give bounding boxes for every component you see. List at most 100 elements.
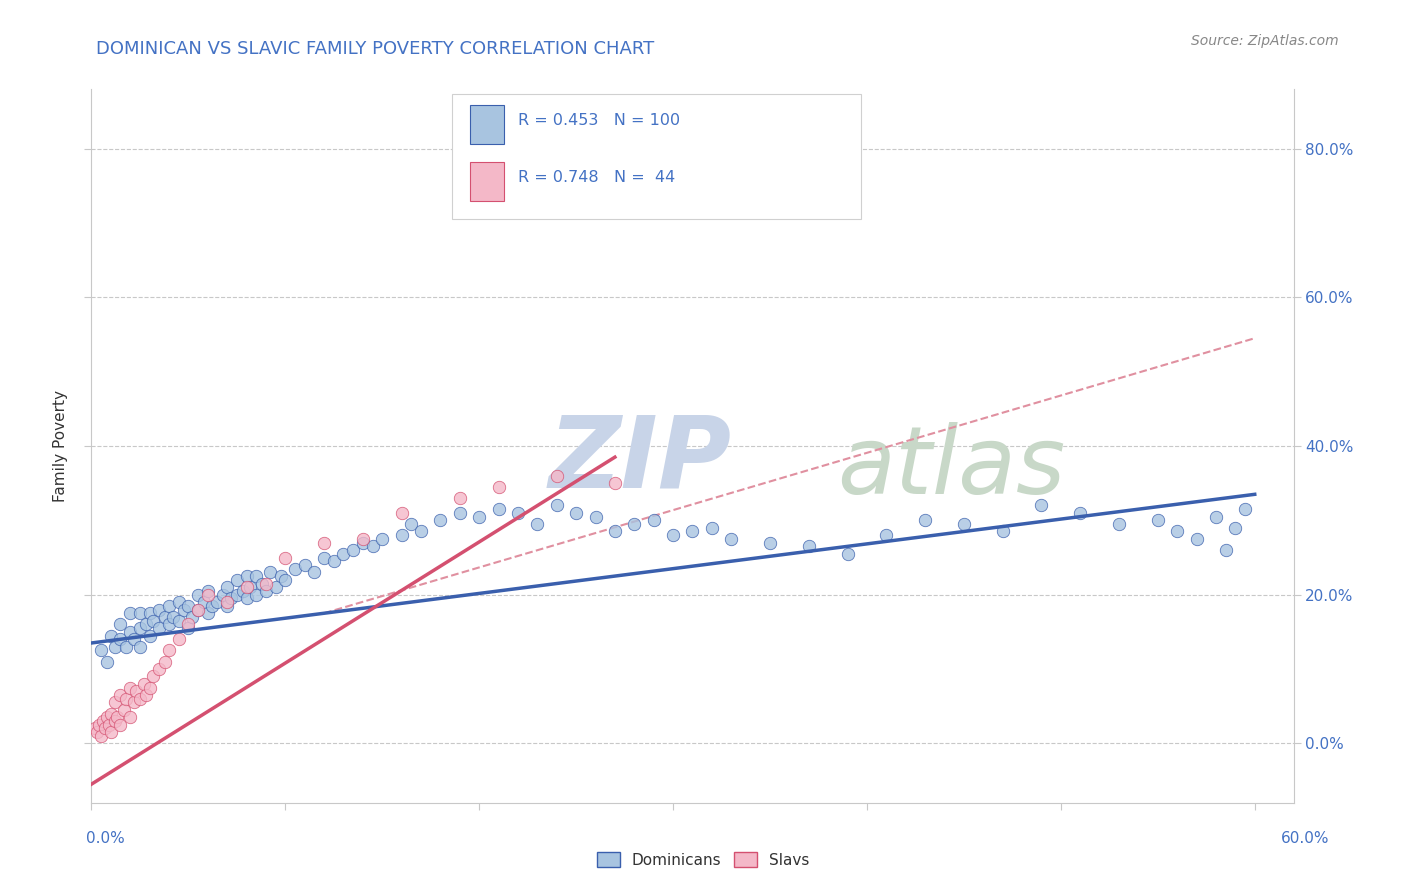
Point xyxy=(120,681,142,695)
Point xyxy=(105,710,128,724)
Point xyxy=(167,632,190,647)
Point xyxy=(585,509,607,524)
Point xyxy=(96,710,118,724)
Point xyxy=(84,722,107,736)
Point xyxy=(274,573,297,587)
Point xyxy=(207,595,229,609)
Point xyxy=(546,468,568,483)
Point xyxy=(135,617,157,632)
Text: ZIP: ZIP xyxy=(548,412,731,508)
Point xyxy=(232,583,254,598)
Point xyxy=(1108,516,1130,531)
Point xyxy=(264,580,287,594)
Point xyxy=(603,524,626,539)
Point xyxy=(304,566,326,580)
Point xyxy=(120,624,142,639)
Point xyxy=(148,662,170,676)
Point xyxy=(110,632,132,647)
Text: R = 0.453   N = 100: R = 0.453 N = 100 xyxy=(519,113,681,128)
Point xyxy=(312,550,335,565)
Point xyxy=(322,554,344,568)
Point xyxy=(197,583,219,598)
Point xyxy=(104,714,127,728)
Point xyxy=(1166,524,1188,539)
Point xyxy=(681,524,703,539)
Point xyxy=(700,521,723,535)
Point xyxy=(488,480,510,494)
Point xyxy=(89,717,111,731)
Point xyxy=(1234,502,1257,516)
Point xyxy=(662,528,685,542)
Point xyxy=(235,580,257,594)
Point xyxy=(1069,506,1091,520)
Point xyxy=(797,539,820,553)
Point xyxy=(122,632,145,647)
Point xyxy=(197,607,219,621)
Point xyxy=(104,696,127,710)
Point xyxy=(449,506,471,520)
Point xyxy=(148,621,170,635)
Point xyxy=(193,595,215,609)
Point xyxy=(1215,543,1237,558)
Point xyxy=(953,516,976,531)
Point xyxy=(128,640,150,654)
Point xyxy=(177,599,200,613)
Point xyxy=(120,607,142,621)
Point xyxy=(142,614,165,628)
Point xyxy=(361,539,384,553)
Point xyxy=(86,725,108,739)
Point xyxy=(157,617,180,632)
Point xyxy=(138,628,160,642)
Point xyxy=(148,602,170,616)
Point xyxy=(239,580,262,594)
Point xyxy=(138,681,160,695)
Point xyxy=(162,610,184,624)
Point xyxy=(94,722,117,736)
Point xyxy=(100,725,122,739)
Point xyxy=(526,516,548,531)
Point xyxy=(352,532,374,546)
Point xyxy=(112,703,135,717)
Point xyxy=(254,583,277,598)
Point xyxy=(235,569,257,583)
Point xyxy=(120,710,142,724)
Point xyxy=(371,532,394,546)
Point xyxy=(97,717,120,731)
Point xyxy=(219,591,242,606)
Y-axis label: Family Poverty: Family Poverty xyxy=(53,390,69,502)
Point xyxy=(115,640,138,654)
Point xyxy=(449,491,471,505)
Point xyxy=(875,528,897,542)
Point xyxy=(1225,521,1247,535)
Point xyxy=(991,524,1014,539)
Point xyxy=(623,516,645,531)
FancyBboxPatch shape xyxy=(451,95,860,219)
Text: DOMINICAN VS SLAVIC FAMILY POVERTY CORRELATION CHART: DOMINICAN VS SLAVIC FAMILY POVERTY CORRE… xyxy=(96,40,654,58)
Point xyxy=(197,588,219,602)
Point xyxy=(429,513,451,527)
Text: Source: ZipAtlas.com: Source: ZipAtlas.com xyxy=(1191,34,1339,48)
Point xyxy=(110,688,132,702)
Point xyxy=(342,543,364,558)
Text: 60.0%: 60.0% xyxy=(1281,831,1329,846)
Text: atlas: atlas xyxy=(837,422,1064,513)
Point xyxy=(1205,509,1227,524)
Point xyxy=(468,509,491,524)
Point xyxy=(294,558,316,572)
Point xyxy=(720,532,742,546)
Text: R = 0.748   N =  44: R = 0.748 N = 44 xyxy=(519,170,675,186)
Point xyxy=(245,569,267,583)
Point xyxy=(488,502,510,516)
Point xyxy=(167,614,190,628)
Point xyxy=(167,595,190,609)
Point xyxy=(157,599,180,613)
Point xyxy=(138,607,160,621)
Point xyxy=(187,602,209,616)
Point xyxy=(157,643,180,657)
Point xyxy=(217,580,239,594)
Point xyxy=(153,655,176,669)
Point xyxy=(643,513,665,527)
Point xyxy=(391,506,413,520)
Point xyxy=(181,610,204,624)
Point xyxy=(100,628,122,642)
